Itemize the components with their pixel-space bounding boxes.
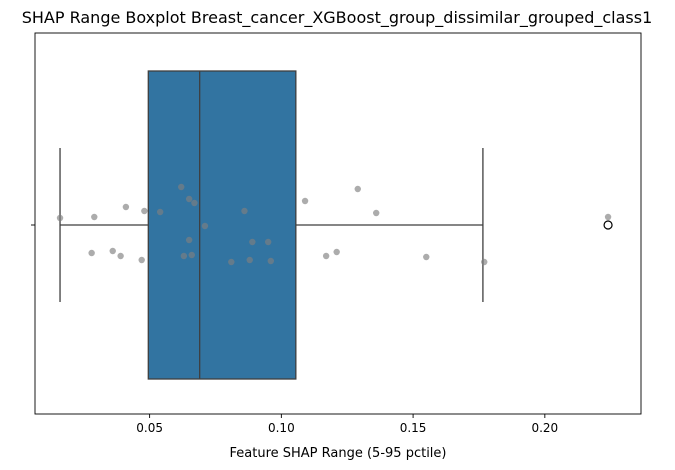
- data-point: [423, 253, 430, 261]
- data-point: [185, 195, 193, 203]
- data-point: [178, 183, 185, 191]
- x-tick-label: 0.15: [400, 421, 427, 435]
- data-point: [604, 213, 612, 221]
- outlier-marker: [603, 220, 613, 230]
- data-point: [333, 248, 340, 256]
- data-point: [264, 238, 272, 246]
- data-point: [267, 257, 275, 265]
- data-point: [241, 207, 248, 215]
- chart-title: SHAP Range Boxplot Breast_cancer_XGBoost…: [22, 8, 653, 28]
- x-tick-label: 0.20: [531, 421, 558, 435]
- x-tick-label: 0.10: [268, 421, 295, 435]
- data-point: [91, 213, 98, 221]
- data-point: [180, 252, 188, 260]
- data-point: [56, 214, 64, 222]
- data-point: [156, 208, 164, 216]
- data-point: [354, 185, 361, 193]
- data-point: [301, 197, 309, 205]
- data-point: [188, 251, 195, 259]
- data-point: [246, 256, 253, 264]
- box-iqr: [147, 70, 297, 380]
- data-point: [249, 238, 256, 246]
- data-point: [185, 236, 193, 244]
- data-point: [117, 252, 124, 260]
- data-point: [109, 247, 116, 255]
- data-point: [228, 258, 235, 266]
- data-point: [191, 199, 198, 207]
- plot-frame: [34, 32, 642, 415]
- data-point: [88, 249, 95, 257]
- data-point: [322, 252, 330, 260]
- data-point: [141, 207, 148, 215]
- data-point: [481, 258, 488, 266]
- x-tick-label: 0.05: [136, 421, 163, 435]
- data-point: [373, 209, 380, 217]
- data-point: [122, 203, 130, 211]
- data-point: [138, 256, 145, 264]
- x-axis-label: Feature SHAP Range (5-95 pctile): [230, 446, 447, 461]
- data-point: [201, 222, 209, 230]
